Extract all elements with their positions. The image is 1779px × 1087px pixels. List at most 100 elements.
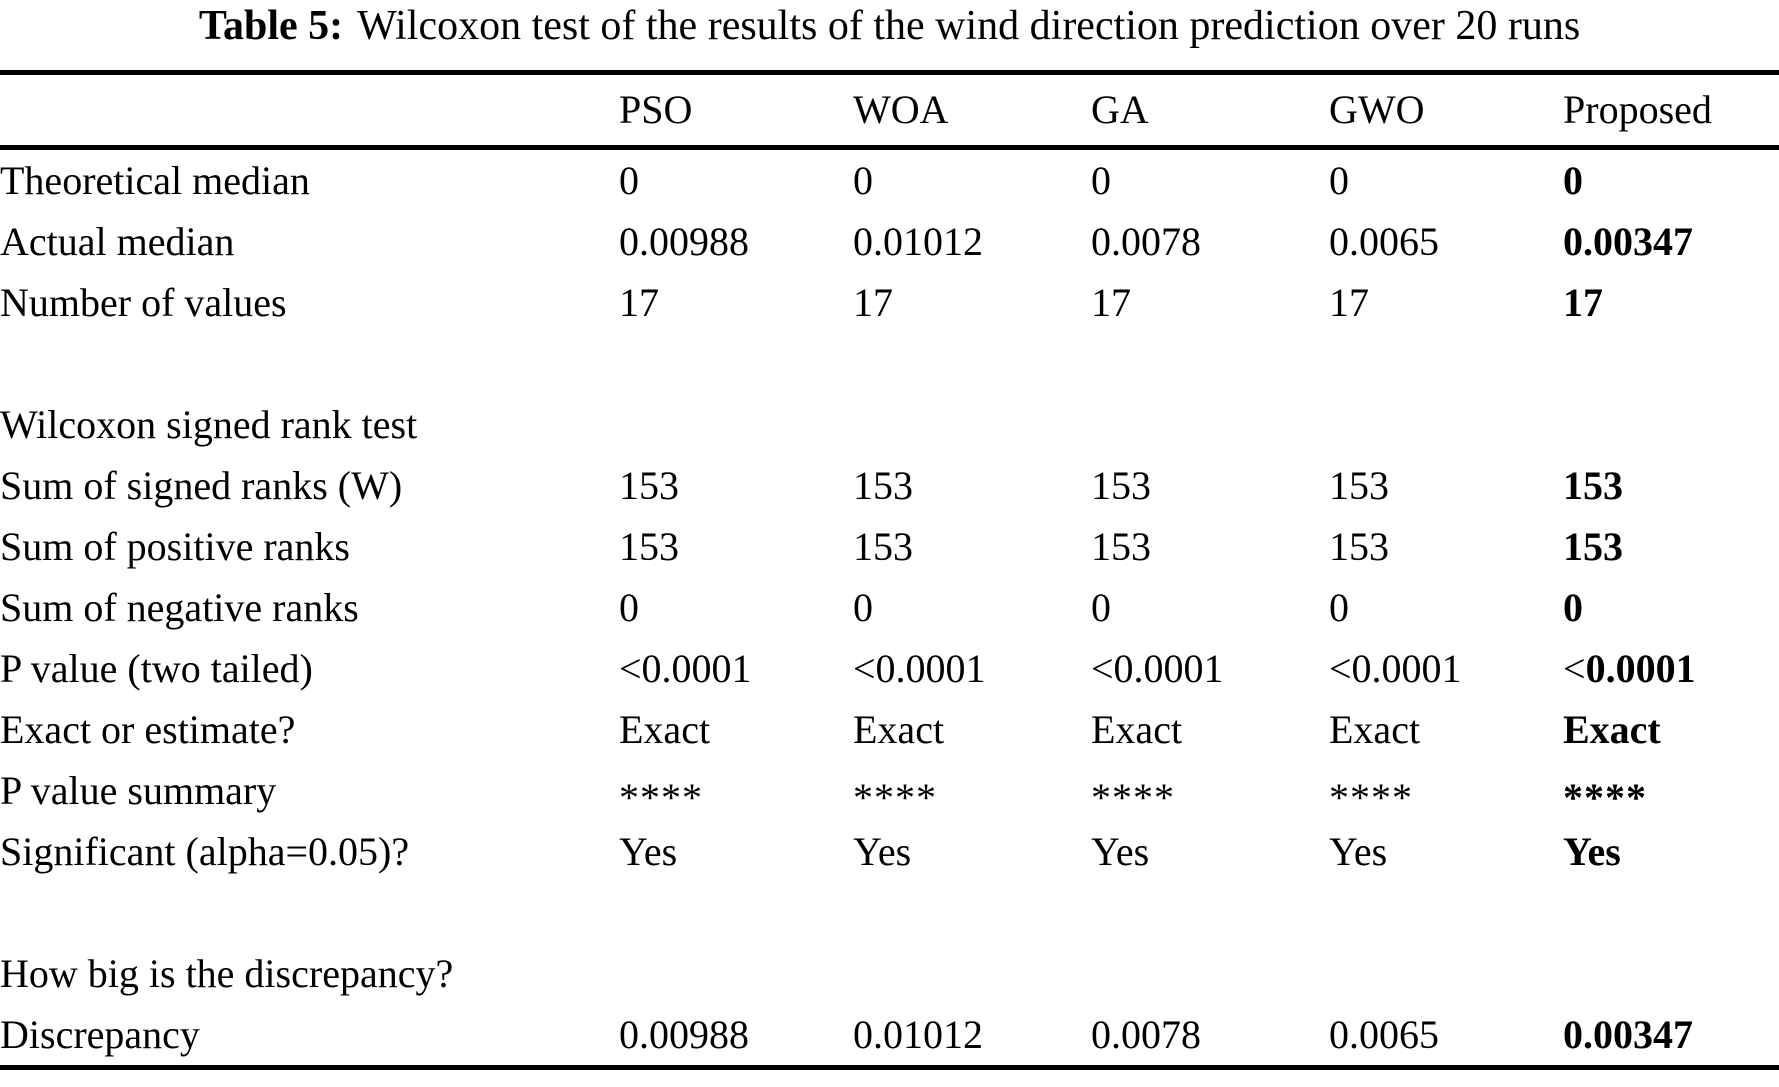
row-label: Sum of positive ranks bbox=[0, 524, 350, 569]
cell: 153 bbox=[853, 524, 913, 569]
cell: 153 bbox=[1329, 524, 1389, 569]
cell: 0.0078 bbox=[1091, 1012, 1201, 1057]
cell: Yes bbox=[1329, 829, 1388, 874]
row-label: P value (two tailed) bbox=[0, 646, 313, 691]
spacer-cell bbox=[0, 333, 1779, 394]
column-header-empty bbox=[0, 70, 619, 150]
table-caption-number: Table 5: bbox=[198, 3, 344, 49]
table-row: Sum of signed ranks (W) 153 153 153 153 153 bbox=[0, 455, 1779, 516]
cell: 0 bbox=[1563, 585, 1583, 630]
wilcoxon-results-table: PSO WOA GA GWO Proposed Theoretical median 0 0… bbox=[0, 70, 1779, 1070]
cell: 153 bbox=[853, 463, 913, 508]
column-header-ga: GA bbox=[1091, 70, 1329, 150]
cell: 17 bbox=[1563, 280, 1603, 325]
cell: 0 bbox=[1329, 158, 1349, 203]
table-row: P value summary **** **** **** **** **** bbox=[0, 760, 1779, 821]
cell: Exact bbox=[1091, 707, 1183, 752]
cell: 153 bbox=[619, 524, 679, 569]
cell: 0 bbox=[1091, 158, 1111, 203]
table-row: Exact or estimate? Exact Exact Exact Exact Ex… bbox=[0, 699, 1779, 760]
cell: 0 bbox=[619, 585, 639, 630]
cell: Yes bbox=[1091, 829, 1150, 874]
cell: 0 bbox=[619, 158, 639, 203]
row-label: Significant (alpha=0.05)? bbox=[0, 829, 410, 874]
cell: 0.01012 bbox=[853, 1012, 983, 1057]
cell: 0.00988 bbox=[619, 219, 749, 264]
cell: 153 bbox=[1563, 463, 1623, 508]
significance-stars: **** bbox=[1091, 775, 1175, 821]
cell: 153 bbox=[1563, 524, 1623, 569]
cell: 0.00347 bbox=[1563, 219, 1693, 264]
column-header-gwo: GWO bbox=[1329, 70, 1563, 150]
cell: 153 bbox=[1091, 524, 1151, 569]
cell: 0 bbox=[1329, 585, 1349, 630]
significance-stars: **** bbox=[619, 775, 703, 821]
table-row: Sum of positive ranks 153 153 153 153 153 bbox=[0, 516, 1779, 577]
table-row: Discrepancy 0.00988 0.01012 0.0078 0.0065 0.0… bbox=[0, 1004, 1779, 1068]
cell: **** bbox=[1329, 760, 1563, 821]
cell: **** bbox=[1091, 760, 1329, 821]
row-label: Exact or estimate? bbox=[0, 707, 296, 752]
row-label: Theoretical median bbox=[0, 158, 310, 203]
spacer-row bbox=[0, 333, 1779, 394]
spacer-cell bbox=[0, 882, 1779, 943]
cell: 0 bbox=[1091, 585, 1111, 630]
column-header-row: PSO WOA GA GWO Proposed bbox=[0, 70, 1779, 150]
cell: 0 bbox=[1563, 158, 1583, 203]
cell: 0.00347 bbox=[1563, 1012, 1693, 1057]
table-row: Number of values 17 17 17 17 17 bbox=[0, 272, 1779, 333]
row-label: P value summary bbox=[0, 768, 277, 813]
cell: 153 bbox=[619, 463, 679, 508]
row-label: Number of values bbox=[0, 280, 287, 325]
cell: 0.01012 bbox=[853, 219, 983, 264]
table-row: Significant (alpha=0.05)? Yes Yes Yes Yes Yes bbox=[0, 821, 1779, 882]
cell: 0.00988 bbox=[619, 1012, 749, 1057]
cell: Exact bbox=[619, 707, 711, 752]
spacer-row bbox=[0, 882, 1779, 943]
table-row: P value (two tailed) <0.0001 <0.0001 <0.000… bbox=[0, 638, 1779, 699]
cell: **** bbox=[853, 760, 1091, 821]
column-header-pso: PSO bbox=[619, 70, 853, 150]
significance-stars: **** bbox=[853, 775, 937, 821]
cell: 153 bbox=[1329, 463, 1389, 508]
cell: 0.0065 bbox=[1329, 219, 1439, 264]
cell: 0.0065 bbox=[1329, 1012, 1439, 1057]
cell: <0.0001 bbox=[853, 646, 986, 691]
section-header-row: Wilcoxon signed rank test bbox=[0, 394, 1779, 455]
cell: <0.0001 bbox=[1329, 646, 1462, 691]
section-header: Wilcoxon signed rank test bbox=[0, 402, 418, 447]
cell: 17 bbox=[1091, 280, 1131, 325]
cell: Yes bbox=[619, 829, 678, 874]
cell: 0 bbox=[853, 585, 873, 630]
cell: Exact bbox=[1329, 707, 1421, 752]
row-label: Actual median bbox=[0, 219, 235, 264]
cell: <0.0001 bbox=[1091, 646, 1224, 691]
cell: 17 bbox=[619, 280, 659, 325]
section-header-row: How big is the discrepancy? bbox=[0, 943, 1779, 1004]
cell: 153 bbox=[1091, 463, 1151, 508]
cell: **** bbox=[1563, 760, 1779, 821]
row-label: Sum of negative ranks bbox=[0, 585, 359, 630]
significance-stars: **** bbox=[1329, 775, 1413, 821]
row-label: Discrepancy bbox=[0, 1012, 200, 1057]
column-header-woa: WOA bbox=[853, 70, 1091, 150]
cell: <0.0001 bbox=[619, 646, 752, 691]
cell: <0.0001 bbox=[1563, 646, 1696, 691]
significance-stars: **** bbox=[1563, 775, 1647, 821]
table-row: Sum of negative ranks 0 0 0 0 0 bbox=[0, 577, 1779, 638]
cell: Yes bbox=[1563, 829, 1621, 874]
cell: Yes bbox=[853, 829, 912, 874]
column-header-proposed: Proposed bbox=[1563, 70, 1779, 150]
table-row: Theoretical median 0 0 0 0 0 bbox=[0, 148, 1779, 212]
table-caption: Table 5: Wilcoxon test of the results of … bbox=[0, 0, 1779, 70]
section-header: How big is the discrepancy? bbox=[0, 951, 454, 996]
cell: **** bbox=[619, 760, 853, 821]
table-caption-text: Wilcoxon test of the results of the wind… bbox=[357, 3, 1581, 49]
cell: 17 bbox=[853, 280, 893, 325]
cell: Exact bbox=[1563, 707, 1661, 752]
cell: 0.0078 bbox=[1091, 219, 1201, 264]
table-row: Actual median 0.00988 0.01012 0.0078 0.0065 0… bbox=[0, 211, 1779, 272]
cell: 17 bbox=[1329, 280, 1369, 325]
cell: 0 bbox=[853, 158, 873, 203]
